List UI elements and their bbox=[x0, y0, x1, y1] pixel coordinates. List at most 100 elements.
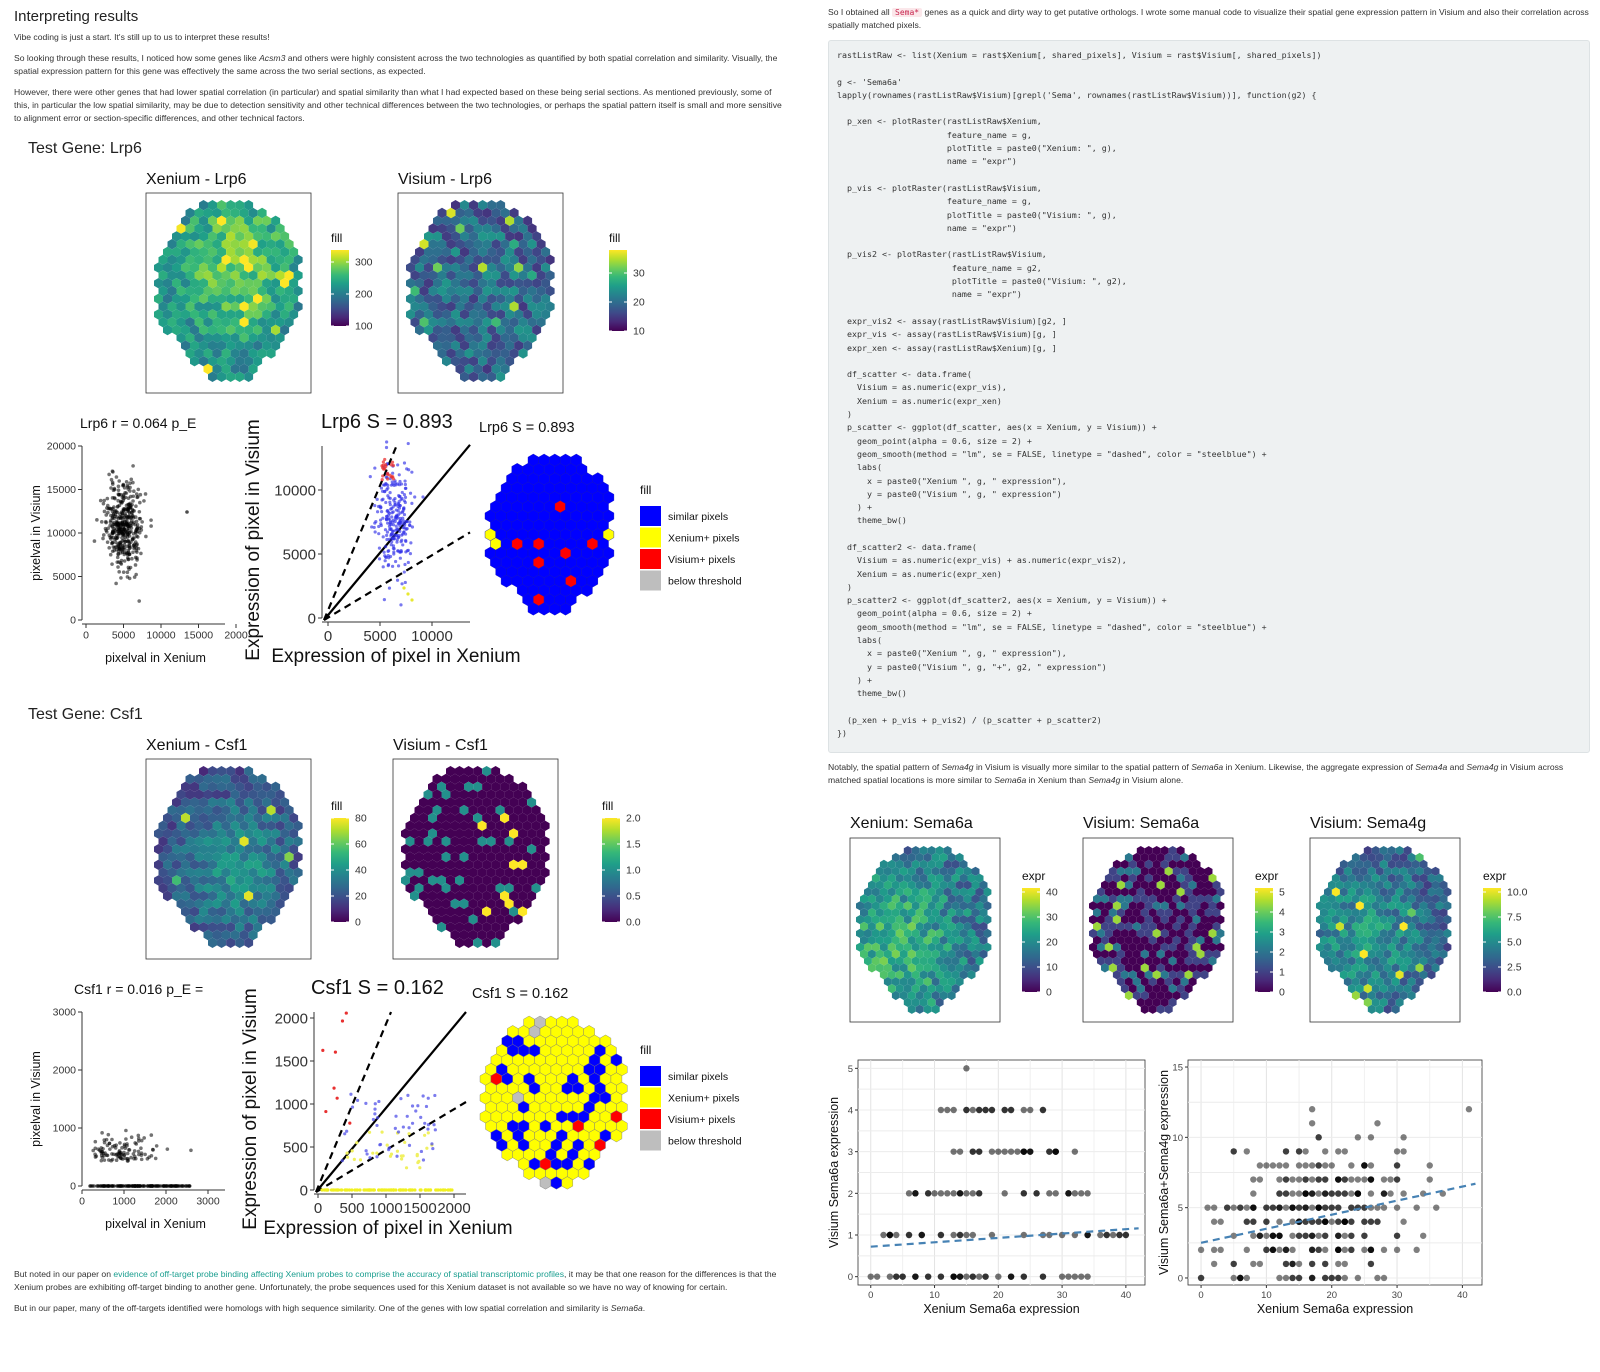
hex-pixel bbox=[1168, 928, 1177, 938]
hex-pixel bbox=[181, 215, 190, 226]
hex-pixel bbox=[923, 852, 932, 863]
data-point bbox=[127, 531, 132, 535]
hex-pixel bbox=[468, 898, 478, 909]
colorbar bbox=[1255, 888, 1273, 992]
hex-pixel bbox=[518, 301, 528, 312]
hex-pixel bbox=[504, 867, 514, 878]
data-point bbox=[142, 499, 146, 503]
data-point bbox=[117, 1149, 122, 1153]
paper-link[interactable]: evidence of off-target probe binding aff… bbox=[113, 1269, 565, 1279]
data-point bbox=[392, 552, 396, 556]
hex-pixel bbox=[1112, 942, 1121, 952]
data-point bbox=[375, 1155, 379, 1159]
hex-pixel bbox=[1101, 921, 1109, 932]
hex-pixel bbox=[1204, 963, 1213, 973]
hex-pixel bbox=[514, 324, 524, 336]
hex-pixel bbox=[473, 285, 483, 297]
data-point bbox=[125, 1151, 130, 1156]
hex-pixel bbox=[1124, 977, 1133, 987]
y-tick-label: 3 bbox=[848, 1147, 853, 1158]
hex-pixel bbox=[437, 270, 447, 281]
hex-pixel bbox=[428, 317, 438, 328]
hex-pixel bbox=[257, 851, 267, 863]
data-point bbox=[1282, 1260, 1290, 1268]
hex-pixel bbox=[1116, 880, 1125, 890]
hex-pixel bbox=[1347, 942, 1356, 952]
x-tick-label: 2000 bbox=[154, 1196, 178, 1208]
section-heading: Interpreting results bbox=[14, 8, 139, 25]
hex-pixel bbox=[1391, 852, 1400, 863]
hex-pixel bbox=[947, 894, 956, 904]
hex-pixel bbox=[244, 859, 254, 870]
hex-pixel bbox=[1164, 894, 1173, 904]
hex-pixel bbox=[1371, 984, 1380, 994]
data-point bbox=[132, 1149, 137, 1153]
data-point bbox=[1052, 1148, 1059, 1155]
hex-pixel bbox=[1128, 859, 1137, 869]
hex-pixel bbox=[1136, 859, 1145, 869]
hex-pixel bbox=[891, 963, 900, 973]
hex-pixel bbox=[482, 812, 492, 824]
hex-pixel bbox=[1411, 915, 1420, 925]
hex-pixel bbox=[190, 797, 199, 808]
hex-pixel bbox=[1411, 956, 1420, 966]
data-point bbox=[988, 1231, 996, 1239]
hex-pixel bbox=[891, 990, 900, 1001]
hex-pixel bbox=[212, 239, 222, 250]
hex-pixel bbox=[176, 301, 186, 312]
data-point bbox=[91, 1148, 95, 1153]
data-point bbox=[111, 545, 116, 549]
hex-pixel bbox=[230, 898, 240, 909]
hex-pixel bbox=[919, 846, 928, 856]
hex-pixel bbox=[1399, 852, 1408, 863]
hex-pixel bbox=[1200, 873, 1209, 883]
hex-pixel bbox=[931, 949, 940, 959]
hex-pixel bbox=[158, 285, 168, 297]
data-point bbox=[1020, 1273, 1028, 1280]
hex-pixel bbox=[1120, 859, 1129, 869]
hex-pixel bbox=[1415, 935, 1424, 945]
hex-pixel bbox=[235, 309, 245, 320]
hex-pixel bbox=[163, 324, 172, 336]
hex-pixel bbox=[190, 278, 199, 289]
hex-pixel bbox=[275, 851, 285, 863]
hex-pixel bbox=[244, 231, 254, 242]
hex-pixel bbox=[226, 340, 236, 351]
hex-pixel bbox=[253, 324, 263, 336]
code-block[interactable]: rastListRaw <- list(Xenium = rast$Xenium… bbox=[828, 40, 1590, 753]
x-tick-label: 0 bbox=[79, 1196, 85, 1208]
hex-pixel bbox=[1419, 873, 1428, 883]
hex-pixel bbox=[176, 332, 186, 343]
data-point bbox=[395, 1154, 399, 1158]
data-point bbox=[390, 1188, 394, 1192]
data-point bbox=[1282, 1148, 1290, 1155]
hex-pixel bbox=[262, 246, 272, 258]
hex-pixel bbox=[1363, 873, 1372, 883]
data-point bbox=[131, 464, 135, 468]
hex-pixel bbox=[244, 922, 254, 933]
hex-pixel bbox=[1427, 901, 1436, 911]
data-point bbox=[403, 482, 407, 487]
hex-pixel bbox=[284, 851, 294, 863]
hex-pixel bbox=[194, 223, 204, 234]
hex-pixel bbox=[253, 812, 263, 824]
hex-pixel bbox=[1196, 880, 1205, 890]
hex-pixel bbox=[248, 207, 258, 219]
data-point bbox=[375, 1116, 380, 1120]
hex-pixel bbox=[405, 867, 415, 878]
hex-pixel bbox=[1152, 970, 1161, 980]
hex-pixel bbox=[536, 875, 546, 886]
data-point bbox=[1295, 1176, 1303, 1183]
hex-pixel bbox=[442, 262, 451, 273]
data-point bbox=[403, 562, 407, 567]
hex-pixel bbox=[428, 223, 438, 234]
hex-pixel bbox=[496, 262, 506, 273]
data-point bbox=[405, 1114, 409, 1118]
hex-pixel bbox=[911, 873, 920, 883]
data-point bbox=[963, 1065, 970, 1072]
data-point bbox=[108, 523, 112, 528]
hex-pixel bbox=[185, 773, 195, 785]
hex-pixel bbox=[1156, 866, 1165, 876]
hex-pixel bbox=[536, 828, 546, 839]
hex-pixel bbox=[244, 828, 254, 839]
